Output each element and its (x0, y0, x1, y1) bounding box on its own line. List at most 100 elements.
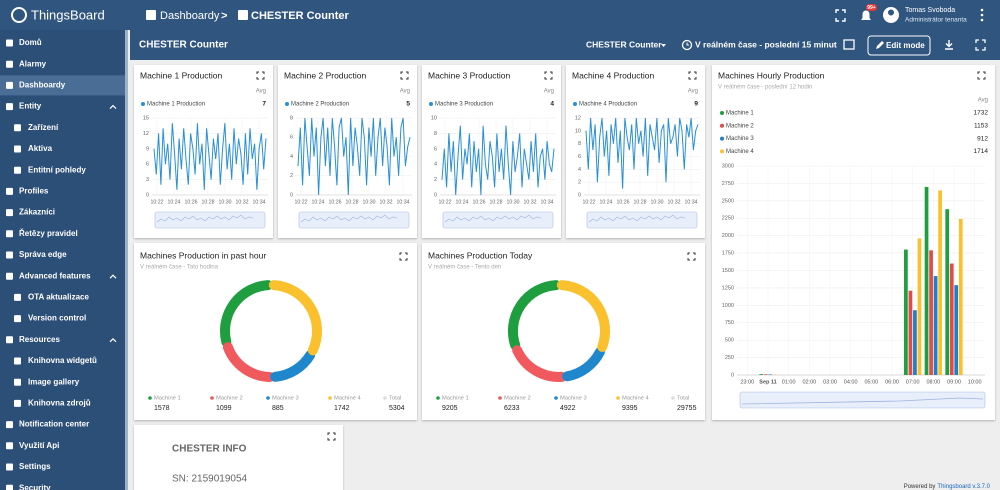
sidebar-subitem[interactable]: Knihovna zdrojů (28, 399, 91, 408)
y-tick-label: 8 (290, 115, 293, 121)
donut-segment (562, 347, 605, 382)
sidebar-item[interactable]: Zákazníci (19, 208, 55, 217)
legend-label: Machine 4 (726, 149, 754, 155)
x-tick-label: 10:34 (685, 199, 698, 205)
sidebar-item[interactable]: Security (19, 483, 51, 490)
x-tick-label: 10:34 (397, 199, 410, 205)
y-tick-label: 500 (725, 338, 734, 344)
y-tick-label: 2000 (722, 233, 734, 239)
legend-dot (616, 396, 620, 400)
x-tick-label: 10:22 (583, 199, 596, 205)
legend-avg: 7 (262, 101, 266, 108)
notifications-button[interactable] (861, 10, 871, 21)
legend-dot (720, 111, 724, 115)
legend-dot (148, 396, 152, 400)
edit-mode-button[interactable] (867, 35, 931, 56)
y-tick-label: 1250 (722, 285, 734, 291)
sidebar-item[interactable]: Resources (19, 335, 60, 344)
info-sn: SN: 2159019054 (172, 474, 248, 485)
dashboard-state[interactable]: CHESTER Counter (586, 39, 662, 49)
footer: Powered by Thingsboard v.3.7.0 (904, 484, 991, 490)
sidebar-icon (14, 124, 21, 132)
sidebar-item[interactable]: Alarmy (19, 59, 47, 68)
widget-title: Machine 1 Production (140, 70, 222, 80)
fullscreen-button[interactable] (975, 39, 986, 51)
sidebar-item[interactable]: Domů (19, 38, 42, 47)
bar (768, 374, 773, 375)
fullscreen-icon[interactable] (256, 71, 265, 80)
fullscreen-icon[interactable] (399, 252, 408, 261)
sidebar-item[interactable]: Řetězy pravidel (19, 229, 78, 238)
y-tick-label: 10 (575, 128, 581, 134)
legend-value: 6233 (504, 405, 520, 412)
x-tick-label: 10:22 (295, 199, 308, 205)
sidebar-item[interactable]: Profiles (19, 187, 49, 196)
data-zoom[interactable] (154, 211, 266, 229)
sidebar-item[interactable]: Notification center (19, 420, 89, 429)
data-zoom[interactable] (442, 211, 554, 229)
widget-title: Machine 2 Production (284, 70, 366, 80)
timewindow[interactable]: V reálném čase - poslední 15 minut (695, 39, 837, 49)
bar (759, 374, 764, 375)
sidebar-subitem[interactable]: Zařízení (28, 123, 59, 132)
widget-title: Machines Production Today (428, 250, 533, 260)
y-tick-label: 12 (575, 115, 581, 121)
edit-mode-label[interactable]: Edit mode (886, 41, 925, 50)
donut-segment (508, 280, 562, 351)
x-tick-label: 10:24 (600, 199, 613, 205)
x-tick-label: 10:30 (507, 199, 520, 205)
sidebar-item[interactable]: Settings (19, 462, 51, 471)
fullscreen-icon[interactable] (327, 432, 336, 441)
y-tick-label: 2 (578, 180, 581, 186)
download-button[interactable] (945, 40, 953, 50)
dashboard-toolbar (130, 30, 1000, 60)
data-zoom-preview (300, 214, 398, 223)
fullscreen-icon[interactable] (687, 252, 696, 261)
sidebar-item[interactable]: Správa edge (19, 250, 67, 259)
sidebar-icon (6, 421, 13, 429)
sidebar-subitem[interactable]: OTA aktualizace (28, 293, 89, 302)
x-tick-label: 10:32 (380, 199, 393, 205)
sidebar-subitem[interactable]: Knihovna widgetů (28, 356, 97, 365)
breadcrumb-item: > (221, 10, 227, 22)
fullscreen-icon[interactable] (400, 71, 409, 80)
sidebar-subitem[interactable]: Image gallery (28, 377, 80, 386)
y-tick-label: 9 (146, 146, 149, 152)
breadcrumb-item: CHESTER Counter (251, 10, 350, 22)
legend-label: Machine 3 Production (435, 102, 493, 108)
sidebar-item[interactable]: Dashboardy (19, 81, 66, 90)
fullscreen-icon[interactable] (544, 71, 553, 80)
x-tick-label: 10:22 (439, 199, 452, 205)
x-tick-label: 09:00 (947, 379, 961, 385)
x-tick-label: 08:00 (926, 379, 940, 385)
legend-dot (498, 396, 502, 400)
data-zoom[interactable] (739, 391, 986, 409)
info-title: CHESTER INFO (172, 444, 247, 455)
sidebar-item[interactable]: Advanced features (19, 271, 91, 280)
series-line (297, 117, 411, 196)
y-tick-label: 6 (578, 154, 581, 160)
data-zoom[interactable] (586, 211, 698, 229)
data-zoom[interactable] (298, 211, 410, 229)
sidebar-subitem[interactable]: Aktiva (28, 144, 53, 153)
legend-value: 1742 (334, 405, 350, 412)
legend-avg: 9 (694, 101, 698, 108)
legend-label: Machine 1 (154, 396, 181, 402)
sidebar-icon (6, 39, 13, 47)
x-tick-label: 10:24 (312, 199, 325, 205)
sidebar-subitem[interactable]: Entitní pohledy (28, 165, 86, 174)
sidebar-item[interactable]: Využití Api (19, 441, 59, 450)
bar (949, 263, 954, 375)
y-tick-label: 6 (434, 146, 437, 152)
legend-avg: 1153 (974, 123, 988, 130)
image-button[interactable] (843, 39, 855, 50)
fullscreen-icon[interactable] (977, 71, 986, 80)
x-tick-label: 10:30 (219, 199, 232, 205)
sidebar-subitem[interactable]: Version control (28, 314, 86, 323)
footer-link[interactable]: Thingsboard v.3.7.0 (937, 484, 990, 490)
sidebar-item[interactable]: Entity (19, 102, 42, 111)
fullscreen-icon[interactable] (688, 71, 697, 80)
fullscreen-button[interactable] (835, 9, 846, 22)
y-tick-label: 1500 (722, 268, 734, 274)
